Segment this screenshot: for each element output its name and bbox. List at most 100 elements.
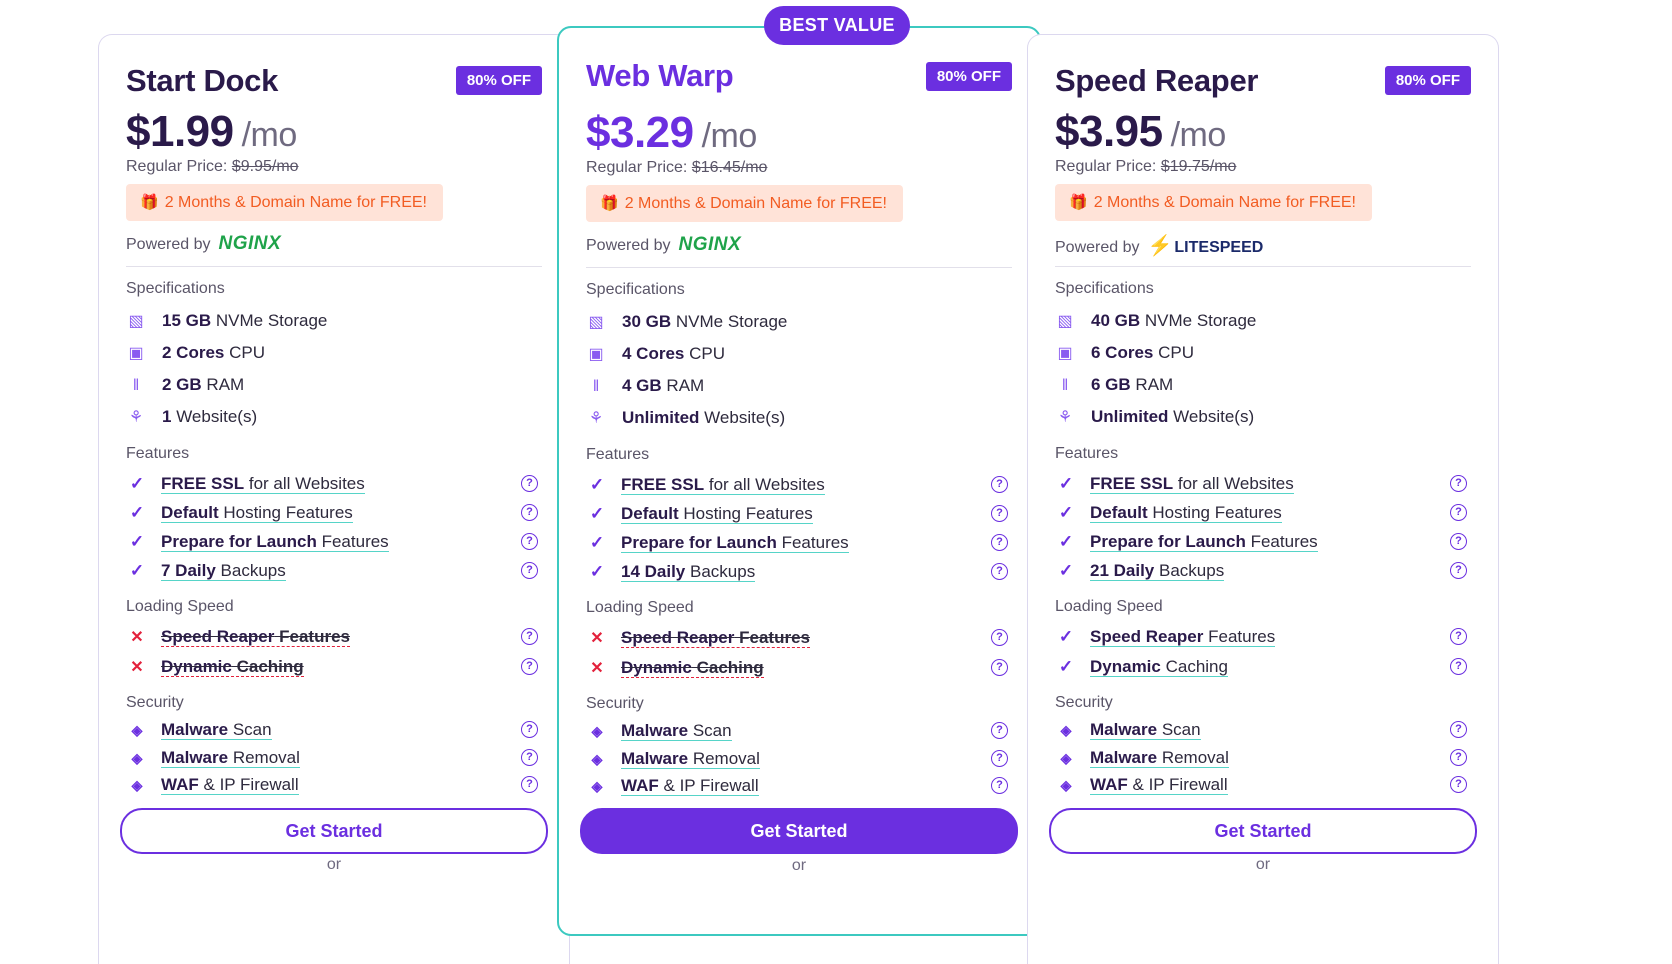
- feature-bold: Dynamic: [161, 657, 232, 676]
- regular-price: Regular Price: $16.45/mo: [586, 159, 767, 177]
- feature-item: ✓ Prepare for Launch Features?: [126, 530, 542, 554]
- help-icon[interactable]: ?: [521, 533, 538, 550]
- help-icon[interactable]: ?: [991, 659, 1008, 676]
- help-icon[interactable]: ?: [1450, 628, 1467, 645]
- feature-link[interactable]: Prepare for Launch Features: [161, 532, 389, 552]
- feature-link[interactable]: Malware Removal: [621, 749, 760, 769]
- feature-link[interactable]: WAF & IP Firewall: [161, 775, 299, 795]
- help-icon[interactable]: ?: [991, 777, 1008, 794]
- feature-link[interactable]: Malware Scan: [161, 720, 272, 740]
- check-icon: ✓: [1058, 657, 1074, 676]
- or-separator: or: [326, 856, 342, 873]
- get-started-button[interactable]: Get Started: [1049, 808, 1477, 854]
- feature-bold: Malware: [161, 748, 229, 767]
- feature-link[interactable]: Prepare for Launch Features: [1090, 532, 1318, 552]
- help-icon[interactable]: ?: [1450, 562, 1467, 579]
- feature-link[interactable]: 14 Daily Backups: [621, 562, 756, 582]
- spec-item: ▧ 15 GB NVMe Storage: [126, 309, 327, 333]
- feature-link[interactable]: FREE SSL for all Websites: [1090, 474, 1294, 494]
- or-separator: or: [791, 857, 807, 874]
- help-icon[interactable]: ?: [1450, 475, 1467, 492]
- feature-link[interactable]: Malware Scan: [621, 721, 732, 741]
- feature-bold: 14 Daily: [621, 562, 686, 581]
- feature-text: Hosting Features: [1147, 503, 1282, 522]
- help-icon[interactable]: ?: [991, 563, 1008, 580]
- regular-price: Regular Price: $19.75/mo: [1055, 158, 1236, 176]
- feature-link[interactable]: Malware Removal: [1090, 748, 1229, 768]
- feature-text: Caching: [1160, 657, 1228, 676]
- feature-link[interactable]: Prepare for Launch Features: [621, 533, 849, 553]
- feature-text: Features: [1245, 532, 1318, 551]
- spec-value: 1: [162, 407, 172, 426]
- help-icon[interactable]: ?: [521, 504, 538, 521]
- feature-bold: WAF: [621, 776, 659, 795]
- spec-label: Website(s): [171, 407, 258, 426]
- help-icon[interactable]: ?: [991, 505, 1008, 522]
- feature-link[interactable]: 21 Daily Backups: [1090, 561, 1225, 581]
- feature-link[interactable]: Default Hosting Features: [1090, 503, 1282, 523]
- website-icon: ⚘: [128, 409, 144, 426]
- help-icon[interactable]: ?: [991, 750, 1008, 767]
- feature-link[interactable]: Dynamic Caching: [1090, 657, 1228, 677]
- help-icon[interactable]: ?: [521, 658, 538, 675]
- get-started-button[interactable]: Get Started: [120, 808, 548, 854]
- feature-bold: Malware: [1090, 720, 1158, 739]
- spec-item: ‖ 4 GB RAM: [586, 374, 705, 398]
- feature-link[interactable]: FREE SSL for all Websites: [621, 475, 825, 495]
- plan-card-start-dock: Start Dock 80% OFF $1.99/mo Regular Price: …: [98, 34, 570, 964]
- spec-value: 2 GB: [162, 375, 202, 394]
- help-icon[interactable]: ?: [991, 476, 1008, 493]
- spec-label: RAM: [1130, 375, 1174, 394]
- feature-link[interactable]: FREE SSL for all Websites: [161, 474, 365, 494]
- help-icon[interactable]: ?: [1450, 749, 1467, 766]
- feature-text: Backups: [215, 561, 286, 580]
- feature-item: ◈ WAF & IP Firewall?: [126, 773, 542, 797]
- help-icon[interactable]: ?: [1450, 721, 1467, 738]
- help-icon[interactable]: ?: [521, 721, 538, 738]
- help-icon[interactable]: ?: [1450, 658, 1467, 675]
- feature-link[interactable]: Speed Reaper Features: [1090, 627, 1276, 647]
- feature-link[interactable]: Dynamic Caching: [161, 657, 304, 677]
- feature-link[interactable]: Speed Reaper Features: [621, 628, 810, 648]
- feature-bold: Default: [161, 503, 219, 522]
- feature-item: ✓ 14 Daily Backups?: [586, 560, 1012, 584]
- website-icon: ⚘: [1057, 409, 1073, 426]
- check-icon: ✓: [1058, 503, 1074, 522]
- help-icon[interactable]: ?: [521, 749, 538, 766]
- help-icon[interactable]: ?: [991, 722, 1008, 739]
- help-icon[interactable]: ?: [991, 534, 1008, 551]
- feature-link[interactable]: Malware Scan: [1090, 720, 1201, 740]
- feature-link[interactable]: WAF & IP Firewall: [1090, 775, 1228, 795]
- help-icon[interactable]: ?: [1450, 533, 1467, 550]
- feature-link[interactable]: Default Hosting Features: [621, 504, 813, 524]
- regular-price-label: Regular Price:: [586, 159, 688, 176]
- feature-text: Features: [734, 628, 810, 647]
- help-icon[interactable]: ?: [521, 562, 538, 579]
- loading-speed-heading: Loading Speed: [1055, 598, 1163, 615]
- spec-label: NVMe Storage: [211, 311, 328, 330]
- spec-item: ▣ 4 Cores CPU: [586, 342, 725, 366]
- help-icon[interactable]: ?: [1450, 776, 1467, 793]
- regular-price-label: Regular Price:: [1055, 158, 1157, 175]
- feature-link[interactable]: Default Hosting Features: [161, 503, 353, 523]
- help-icon[interactable]: ?: [991, 629, 1008, 646]
- promo-banner: 🎁 2 Months & Domain Name for FREE!: [586, 185, 903, 222]
- features-heading: Features: [586, 446, 650, 463]
- feature-link[interactable]: 7 Daily Backups: [161, 561, 286, 581]
- feature-text: Features: [1203, 627, 1276, 646]
- help-icon[interactable]: ?: [521, 776, 538, 793]
- spec-item: ▣ 2 Cores CPU: [126, 341, 265, 365]
- help-icon[interactable]: ?: [1450, 504, 1467, 521]
- feature-link[interactable]: Malware Removal: [161, 748, 300, 768]
- help-icon[interactable]: ?: [521, 475, 538, 492]
- feature-link[interactable]: Dynamic Caching: [621, 658, 764, 678]
- regular-price-value: $19.75/mo: [1160, 158, 1237, 175]
- feature-link[interactable]: WAF & IP Firewall: [621, 776, 759, 796]
- feature-text: Backups: [685, 562, 756, 581]
- loading-speed-heading: Loading Speed: [126, 598, 234, 615]
- help-icon[interactable]: ?: [521, 628, 538, 645]
- cross-icon: ✕: [590, 660, 604, 677]
- get-started-button[interactable]: Get Started: [580, 808, 1018, 854]
- feature-bold: Dynamic: [1090, 657, 1161, 676]
- feature-link[interactable]: Speed Reaper Features: [161, 627, 350, 647]
